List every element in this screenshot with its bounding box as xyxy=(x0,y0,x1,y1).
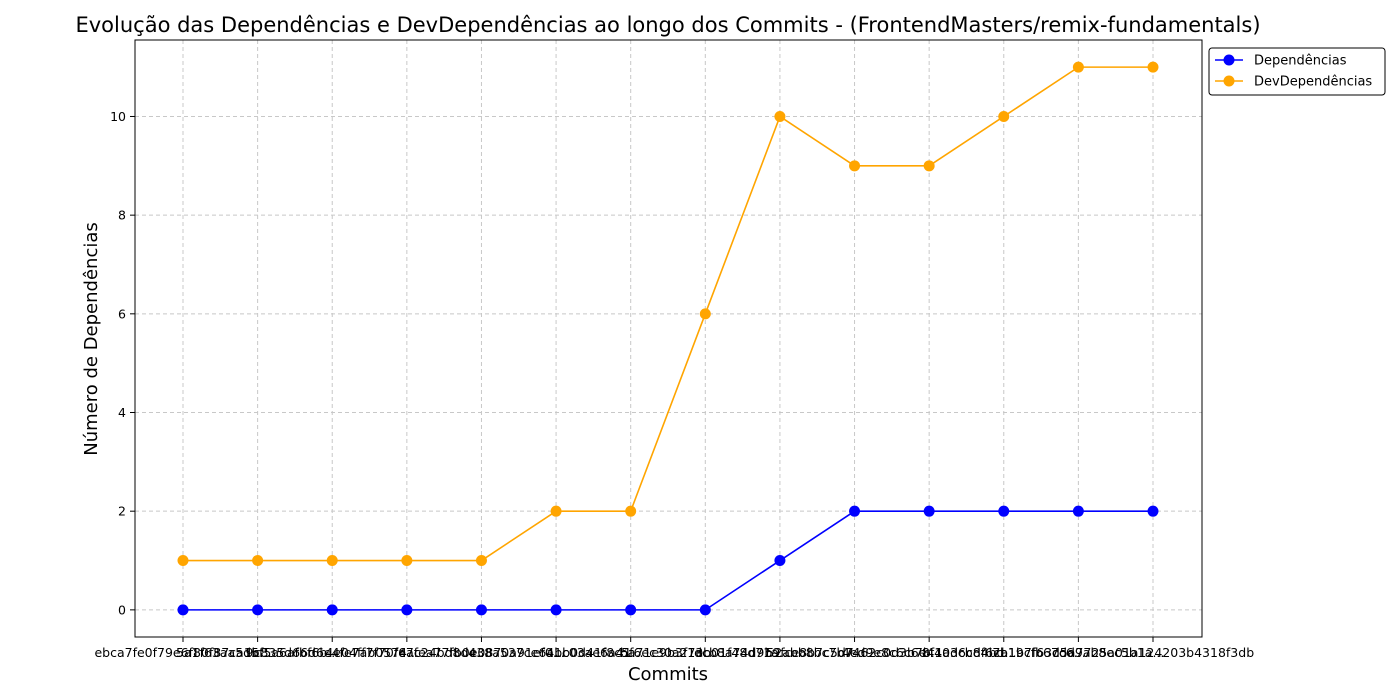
data-point xyxy=(475,555,487,567)
x-tick-label: ba71e9b3f13b01f48d71a... xyxy=(620,645,791,660)
legend-item: DevDependências xyxy=(1215,75,1372,90)
data-point xyxy=(625,604,637,616)
x-tick-label: 4ed9e8c6c6e41a3cb84bd... xyxy=(842,645,1017,660)
x-tick-label: 5a1f63aa5d5f5a6afbf6b... xyxy=(176,645,339,660)
x-tick-label: 4e04ff7f70fe7c24bd8d4... xyxy=(325,645,488,660)
legend-box xyxy=(1208,47,1386,96)
data-point xyxy=(998,505,1010,517)
data-point xyxy=(326,555,338,567)
series-line xyxy=(183,510,1153,611)
data-point xyxy=(699,308,711,320)
chart-title: Evolução das Dependências e DevDependênc… xyxy=(75,13,1260,37)
data-point xyxy=(699,604,711,616)
data-point xyxy=(625,505,637,517)
data-point xyxy=(177,604,189,616)
x-tick-label: 9c835d66d6e4fe7ab0574... xyxy=(246,645,419,660)
data-point xyxy=(252,555,264,567)
data-point xyxy=(550,505,562,517)
legend-items: Dependências DevDependências xyxy=(1215,54,1372,90)
legend-label: Dependências xyxy=(1254,54,1347,69)
series-1 xyxy=(177,505,1159,616)
y-axis-label: Número de Dependências xyxy=(81,222,102,456)
x-tick-label: dcb8a74d9b9fce8b7c5d7... xyxy=(694,645,865,660)
x-tick-label: d5a7725a01a124203b4318f3db xyxy=(1052,645,1254,660)
legend-label: DevDependências xyxy=(1254,75,1372,90)
y-axis-ticks: 0 2 4 6 8 10 xyxy=(110,109,135,617)
data-point xyxy=(401,555,413,567)
y-tick-label: 2 xyxy=(118,504,126,519)
y-tick-label: 10 xyxy=(110,109,126,124)
data-point xyxy=(475,604,487,616)
data-point xyxy=(849,505,861,517)
data-point xyxy=(1147,61,1159,73)
x-tick-label: e38a537ce6a1c03ae6a41... xyxy=(469,645,644,660)
data-point xyxy=(849,160,861,172)
y-tick-label: 0 xyxy=(118,602,126,617)
x-axis-ticks: ebca7fe0f79e6f80f87ca1b...5a1f63aa5d5f5a… xyxy=(94,637,1254,660)
series-2 xyxy=(177,61,1159,567)
x-tick-label: 8f40d6cdf6cb19cfb67c6... xyxy=(922,645,1086,660)
data-point xyxy=(177,555,189,567)
y-tick-label: 4 xyxy=(118,405,126,420)
x-axis-label: Commits xyxy=(628,664,708,685)
data-point xyxy=(326,604,338,616)
plot-frame xyxy=(134,39,1203,638)
x-tick-label: 4bb0d41f8c5f6ec30a27e... xyxy=(546,645,715,660)
legend-marker-icon xyxy=(1223,54,1235,66)
data-point xyxy=(774,555,786,567)
series-lines xyxy=(177,61,1159,616)
data-point xyxy=(550,604,562,616)
data-point xyxy=(923,505,935,517)
y-tick-label: 8 xyxy=(118,208,126,223)
data-point xyxy=(401,604,413,616)
y-tick-label: 6 xyxy=(118,306,126,321)
data-point xyxy=(252,604,264,616)
x-tick-label: ebca7fe0f79e6f80f87ca1b... xyxy=(94,645,271,660)
x-tick-label: 7a1b7f63cdd9ab8ec5b1a... xyxy=(992,645,1164,660)
series-line xyxy=(183,66,1153,562)
data-point xyxy=(1147,505,1159,517)
x-tick-label: 52abb8bc7b7462c0d3b7b... xyxy=(766,645,942,660)
data-point xyxy=(923,160,935,172)
grid xyxy=(135,40,1202,637)
data-point xyxy=(1072,505,1084,517)
legend-marker-icon xyxy=(1223,75,1235,87)
x-tick-label: 6afea77fb0e0870a91ef0... xyxy=(398,645,565,660)
legend-item: Dependências xyxy=(1215,54,1347,69)
data-point xyxy=(774,110,786,122)
data-point xyxy=(1072,61,1084,73)
data-point xyxy=(998,110,1010,122)
legend: Dependências DevDependências xyxy=(1208,47,1386,96)
